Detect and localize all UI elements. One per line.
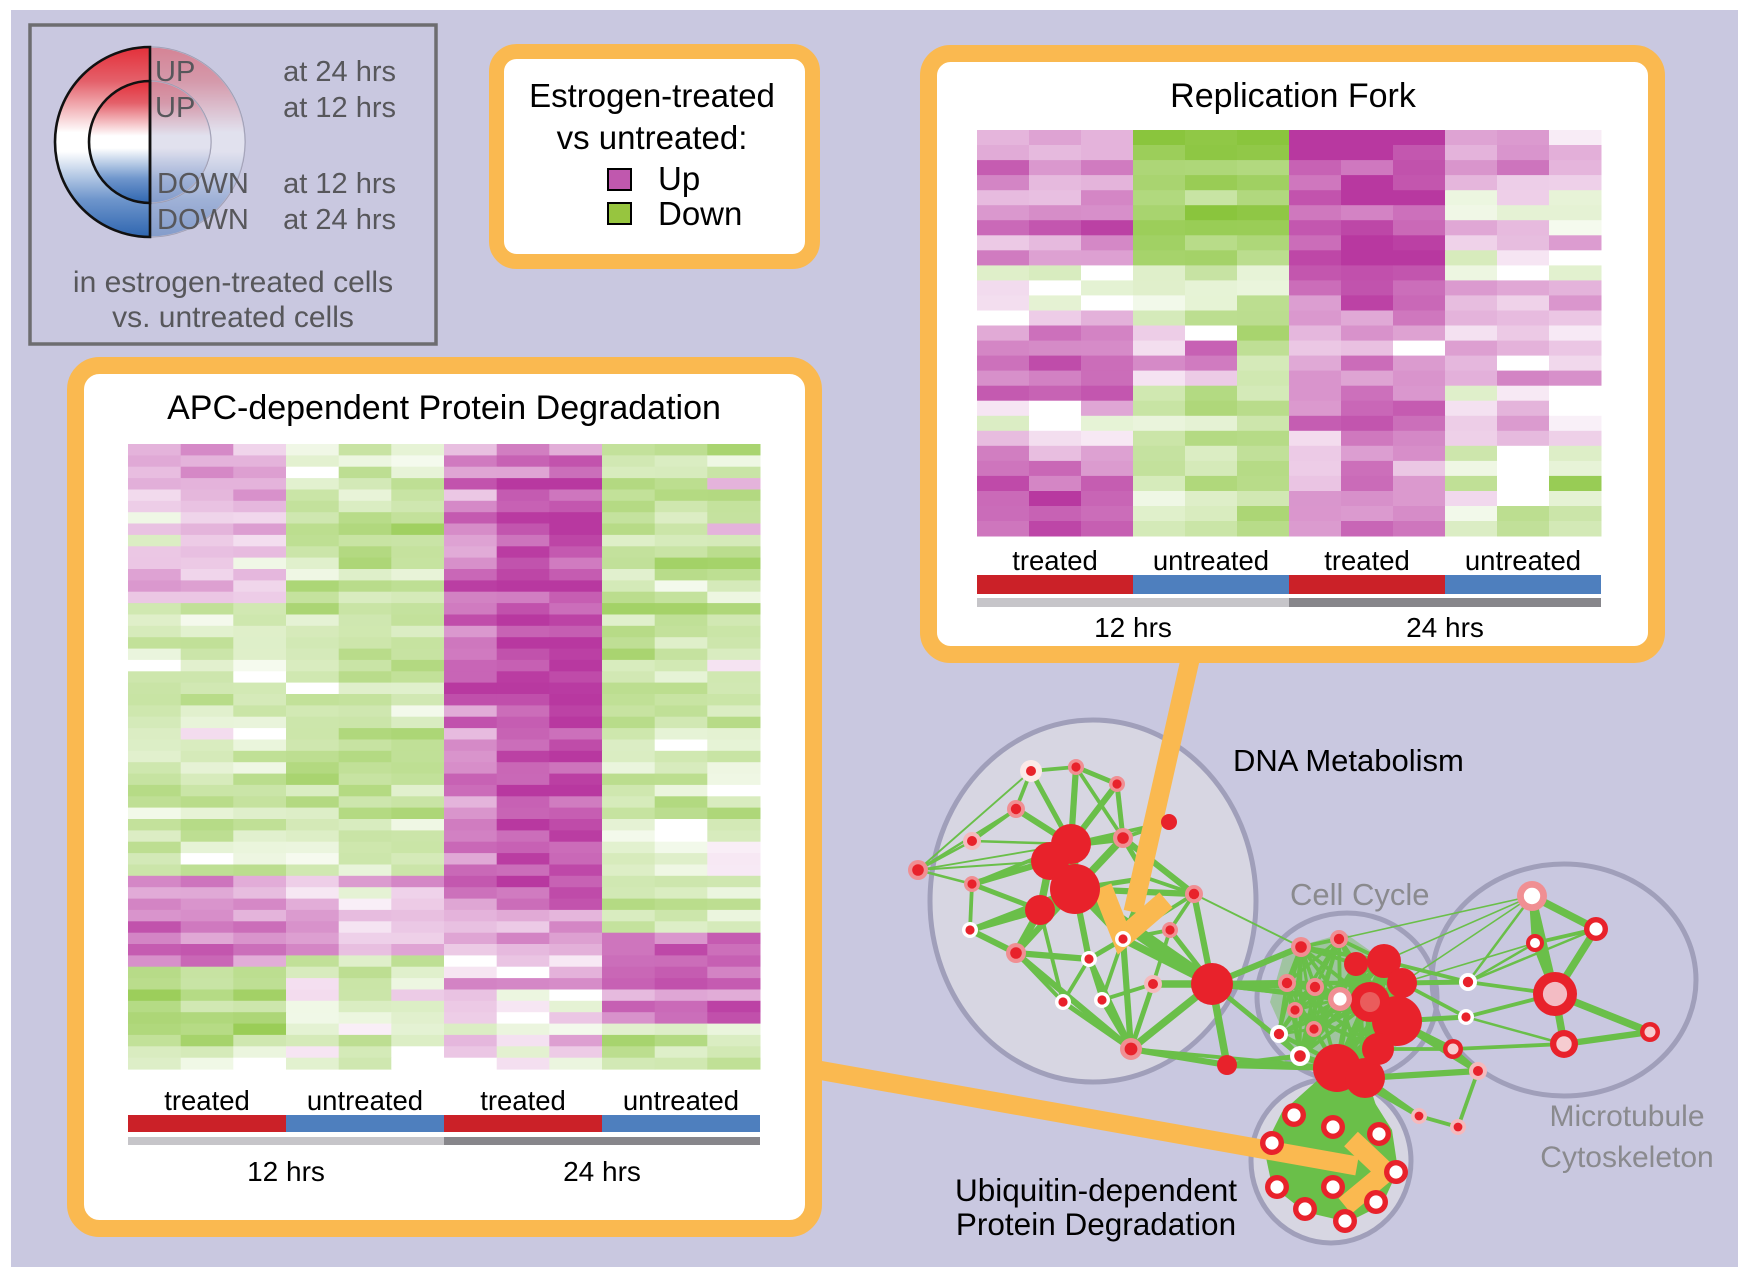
svg-text:Down: Down [658, 195, 742, 232]
svg-text:at 24 hrs: at 24 hrs [283, 56, 396, 88]
svg-text:DNA Metabolism: DNA Metabolism [1233, 743, 1464, 778]
svg-text:untreated: untreated [623, 1085, 739, 1116]
svg-text:24 hrs: 24 hrs [1406, 612, 1484, 643]
svg-text:Cytoskeleton: Cytoskeleton [1540, 1141, 1713, 1174]
svg-text:Microtubule: Microtubule [1549, 1100, 1704, 1133]
svg-text:Replication Fork: Replication Fork [1170, 77, 1417, 115]
svg-text:in estrogen-treated cells: in estrogen-treated cells [73, 266, 393, 299]
svg-text:Protein Degradation: Protein Degradation [956, 1206, 1236, 1242]
svg-text:UP: UP [155, 56, 195, 88]
svg-text:DOWN: DOWN [157, 204, 249, 236]
svg-text:at 12 hrs: at 12 hrs [283, 168, 396, 200]
svg-text:untreated: untreated [1465, 545, 1581, 576]
svg-text:12 hrs: 12 hrs [1094, 612, 1172, 643]
svg-text:Ubiquitin-dependent: Ubiquitin-dependent [955, 1172, 1237, 1208]
svg-text:UP: UP [155, 92, 195, 124]
svg-text:treated: treated [1324, 545, 1410, 576]
svg-text:treated: treated [1012, 545, 1098, 576]
svg-text:at 24 hrs: at 24 hrs [283, 204, 396, 236]
svg-text:treated: treated [164, 1085, 250, 1116]
svg-text:untreated: untreated [1153, 545, 1269, 576]
svg-text:treated: treated [480, 1085, 566, 1116]
svg-text:vs. untreated cells: vs. untreated cells [112, 301, 354, 334]
svg-text:12 hrs: 12 hrs [247, 1156, 325, 1187]
svg-text:Estrogen-treated: Estrogen-treated [529, 77, 775, 114]
svg-text:Cell Cycle: Cell Cycle [1290, 877, 1430, 912]
svg-text:Up: Up [658, 160, 700, 197]
svg-text:vs untreated:: vs untreated: [557, 119, 748, 156]
svg-text:at 12 hrs: at 12 hrs [283, 92, 396, 124]
svg-text:DOWN: DOWN [157, 168, 249, 200]
svg-text:APC-dependent Protein Degradat: APC-dependent Protein Degradation [167, 389, 721, 427]
svg-text:untreated: untreated [307, 1085, 423, 1116]
svg-text:24 hrs: 24 hrs [563, 1156, 641, 1187]
